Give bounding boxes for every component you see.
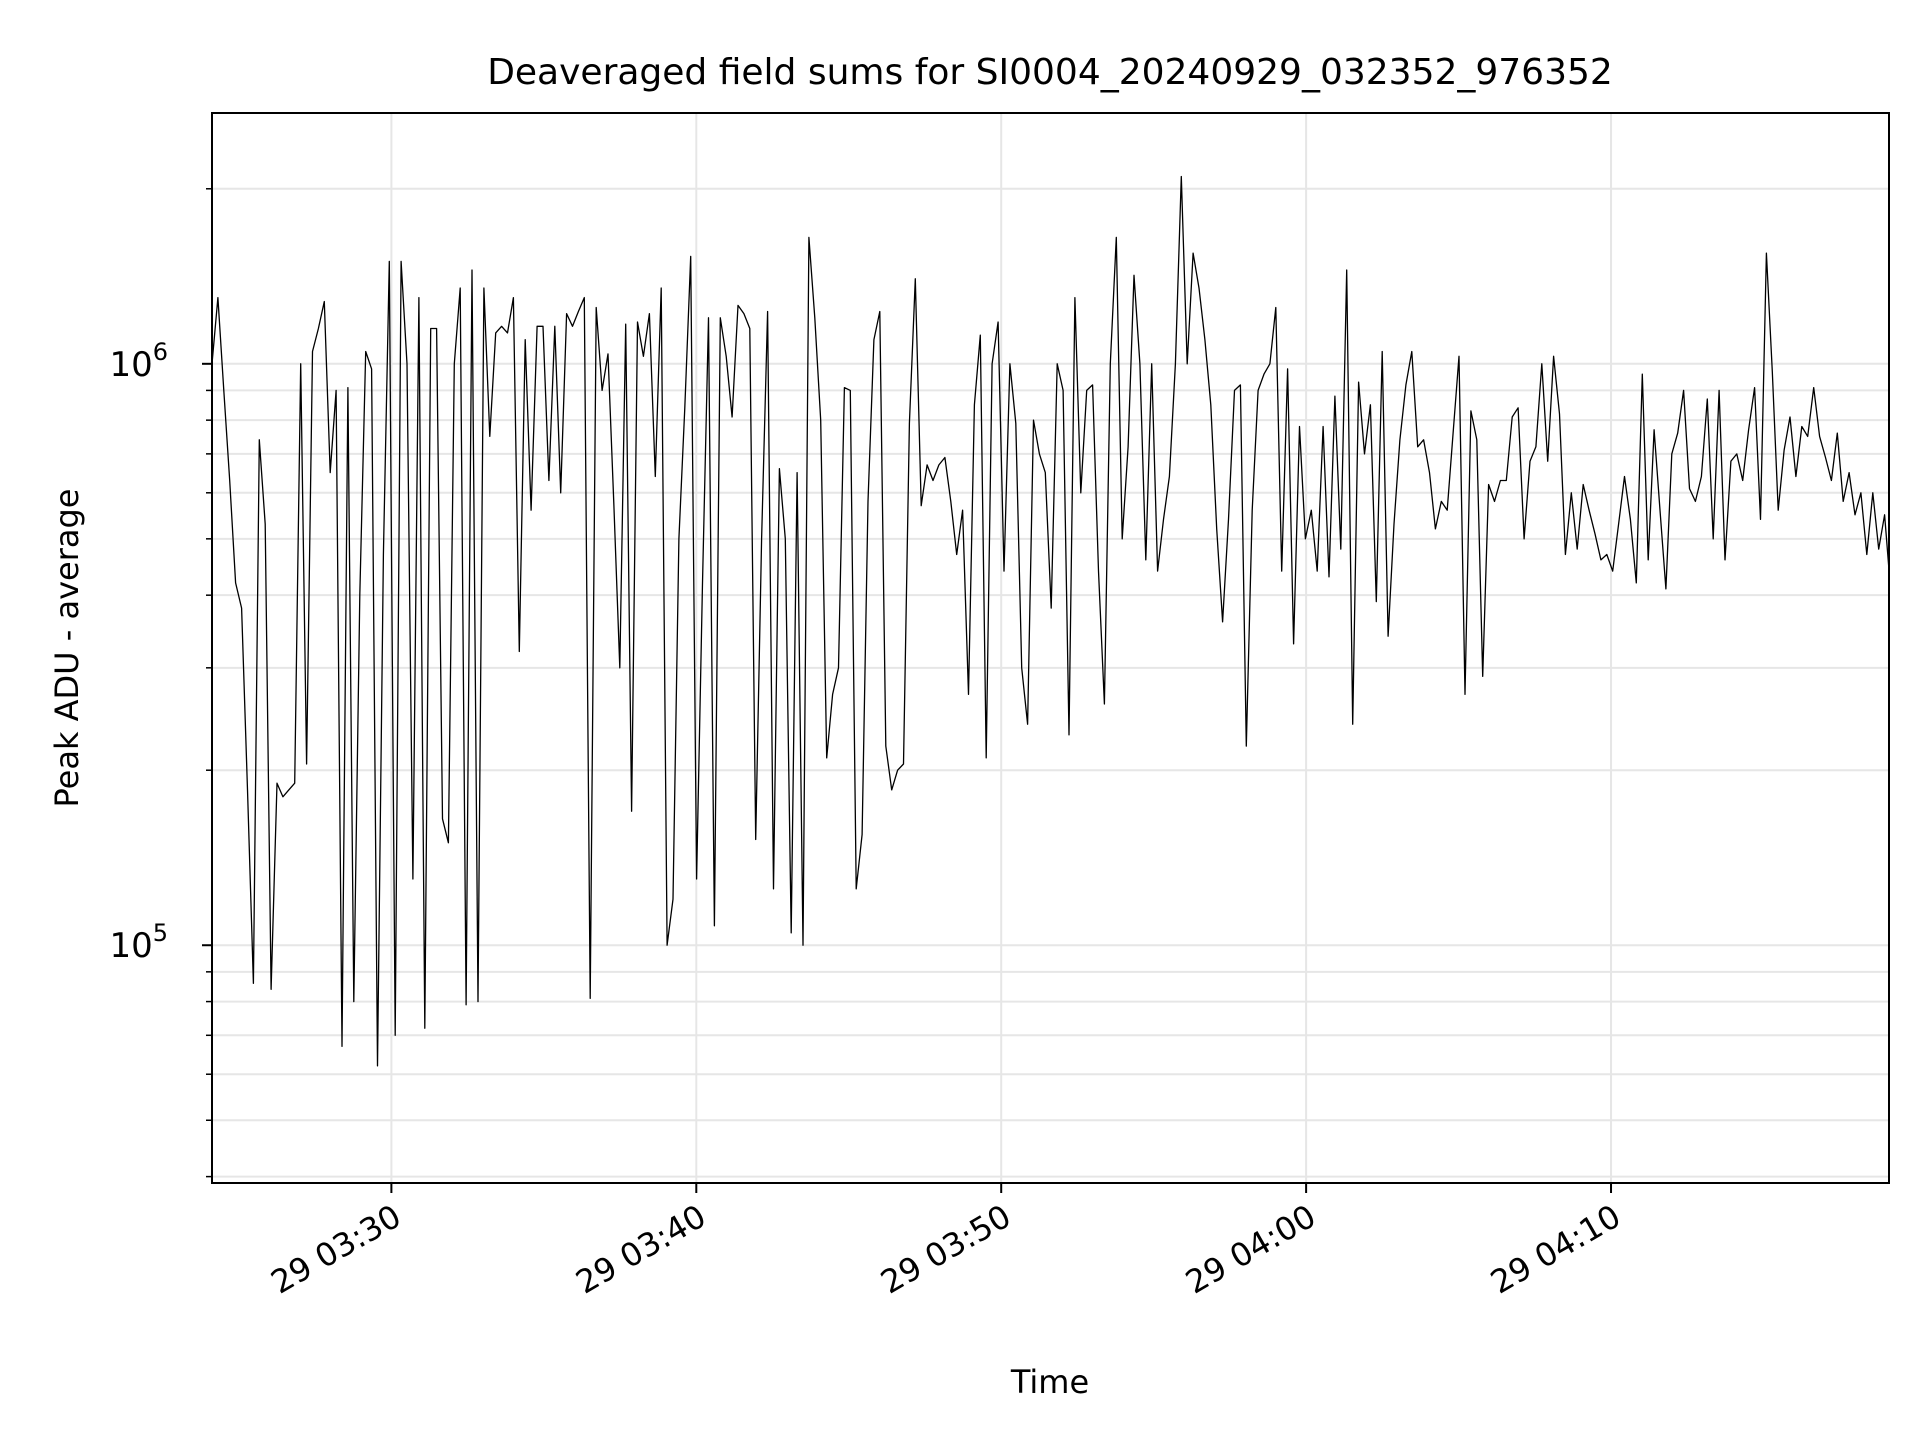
- x-axis-label: Time: [1010, 1363, 1089, 1401]
- y-tick-label: 106: [109, 338, 168, 385]
- chart-title: Deaveraged field sums for SI0004_2024092…: [487, 52, 1613, 93]
- y-axis-label: Peak ADU - average: [48, 489, 86, 808]
- y-tick-label: 105: [109, 919, 168, 966]
- plot-frame: [211, 112, 1890, 1184]
- y-axis: 105 106: [109, 188, 212, 1178]
- plot-area: [212, 175, 1889, 1067]
- series-line: [212, 175, 1889, 1067]
